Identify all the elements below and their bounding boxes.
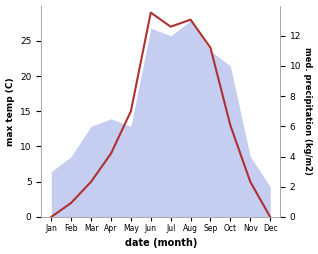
X-axis label: date (month): date (month) [125,239,197,248]
Y-axis label: med. precipitation (kg/m2): med. precipitation (kg/m2) [303,47,313,175]
Y-axis label: max temp (C): max temp (C) [5,77,15,146]
